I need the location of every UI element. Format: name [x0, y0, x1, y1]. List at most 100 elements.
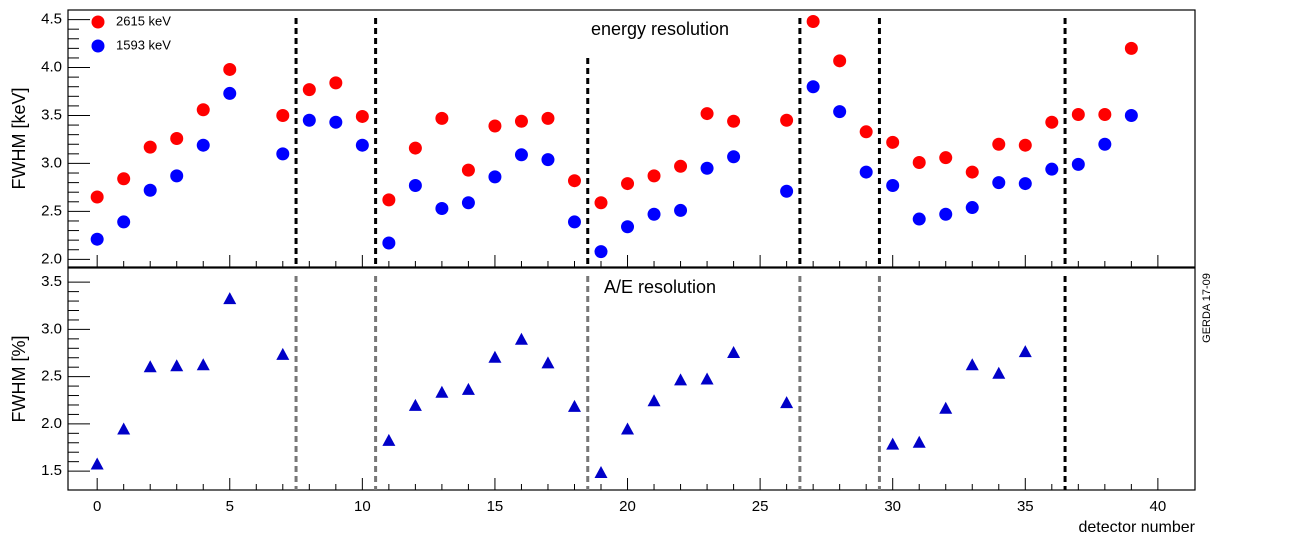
data-point — [992, 366, 1006, 379]
data-point — [514, 114, 528, 128]
data-point — [965, 358, 979, 371]
data-point — [1045, 115, 1059, 129]
data-point — [806, 15, 820, 29]
data-point — [886, 178, 900, 192]
data-point — [514, 148, 528, 162]
data-point — [541, 111, 555, 125]
y-tick-label: 1.5 — [41, 462, 62, 479]
data-point — [1018, 138, 1032, 152]
y-tick-label: 2.5 — [41, 202, 62, 219]
y-tick-label: 2.0 — [41, 415, 62, 432]
data-point — [939, 401, 953, 414]
y-axis-label: FWHM [keV] — [9, 88, 29, 190]
data-point — [700, 161, 714, 175]
data-point — [700, 372, 714, 385]
data-point — [196, 103, 210, 117]
data-point — [541, 356, 555, 369]
data-point — [196, 358, 210, 371]
data-point — [1071, 108, 1085, 122]
data-point — [223, 292, 237, 305]
data-point — [833, 105, 847, 119]
data-point — [355, 138, 369, 152]
data-point — [143, 183, 157, 197]
x-tick-label: 40 — [1150, 498, 1167, 515]
data-point — [435, 111, 449, 125]
x-tick-label: 0 — [93, 498, 101, 515]
x-tick-label: 10 — [354, 498, 371, 515]
data-point — [912, 155, 926, 169]
data-point — [302, 83, 316, 97]
data-point — [541, 153, 555, 167]
annotation: GERDA 17-09 — [1201, 273, 1213, 343]
data-point — [992, 176, 1006, 190]
data-point — [435, 202, 449, 216]
data-point — [488, 350, 502, 363]
data-point — [674, 203, 688, 217]
y-tick-label: 4.0 — [41, 59, 62, 76]
data-point — [435, 385, 449, 398]
data-point — [170, 359, 184, 372]
x-tick-label: 30 — [884, 498, 901, 515]
data-point — [488, 170, 502, 184]
plot-frame — [67, 9, 1196, 268]
data-point — [780, 396, 794, 409]
data-point — [674, 159, 688, 173]
data-point — [647, 169, 661, 183]
data-point — [621, 220, 635, 234]
x-axis-label: detector number — [1078, 519, 1195, 536]
y-tick-label: 3.0 — [41, 320, 62, 337]
data-point — [90, 457, 104, 470]
y-tick-label: 3.5 — [41, 273, 62, 290]
plot-frame — [67, 267, 1196, 491]
data-point — [408, 141, 422, 155]
y-tick-label: 2.0 — [41, 250, 62, 267]
data-point — [170, 132, 184, 145]
data-point — [700, 107, 714, 121]
data-point — [912, 212, 926, 226]
data-point — [1018, 177, 1032, 191]
data-point — [780, 184, 794, 198]
data-point — [567, 174, 581, 188]
data-point — [223, 62, 237, 76]
data-point — [1098, 137, 1112, 151]
x-tick-label: 15 — [487, 498, 504, 515]
data-point — [780, 113, 794, 127]
data-point — [143, 360, 157, 373]
data-point — [1098, 108, 1112, 122]
data-point — [461, 163, 475, 177]
x-tick-label: 20 — [619, 498, 636, 515]
data-point — [621, 422, 635, 435]
data-point — [170, 169, 184, 183]
data-point — [1124, 108, 1138, 122]
data-point — [408, 178, 422, 192]
x-tick-label: 5 — [226, 498, 234, 515]
data-point — [727, 346, 741, 359]
x-tick-label: 35 — [1017, 498, 1034, 515]
legend-marker — [91, 15, 105, 29]
data-point — [859, 125, 873, 139]
data-point — [488, 119, 502, 133]
panel-title: energy resolution — [591, 19, 729, 39]
data-point — [408, 398, 422, 411]
data-point — [461, 382, 475, 395]
data-point — [117, 422, 131, 435]
data-point — [196, 138, 210, 152]
panel-title: A/E resolution — [604, 277, 716, 297]
data-point — [859, 165, 873, 179]
data-point — [992, 137, 1006, 151]
y-tick-label: 3.0 — [41, 154, 62, 171]
data-point — [939, 207, 953, 221]
data-point — [355, 109, 369, 123]
data-point — [276, 347, 290, 360]
data-point — [965, 165, 979, 179]
y-tick-label: 3.5 — [41, 106, 62, 123]
data-point — [674, 373, 688, 386]
x-tick-label: 25 — [752, 498, 769, 515]
data-point — [1018, 345, 1032, 358]
y-tick-label: 4.5 — [41, 11, 62, 28]
data-point — [567, 399, 581, 412]
data-point — [382, 236, 396, 250]
data-point — [90, 232, 104, 246]
